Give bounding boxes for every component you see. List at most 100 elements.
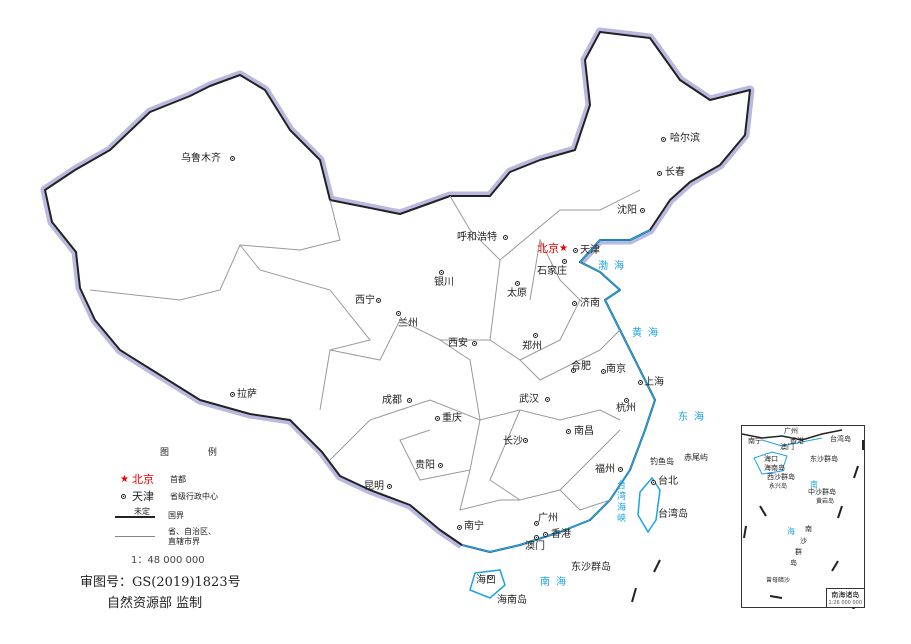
island-label: 东沙群岛 (571, 562, 611, 573)
city-label: 太原 (507, 288, 527, 299)
city-dot-icon (572, 301, 577, 306)
legend-undetermined-label: 未定 (134, 507, 150, 516)
city-dot-icon (438, 463, 443, 468)
city-dot-icon (503, 235, 508, 240)
city-dot-icon (407, 398, 412, 403)
inset-label: 澳门 (780, 443, 794, 451)
inset-label: 曾母暗沙 (766, 577, 791, 584)
city-label: 贵阳 (415, 460, 435, 471)
city-dot-icon (376, 298, 381, 303)
city-label: 武汉 (519, 394, 539, 405)
city-dot-icon (435, 416, 440, 421)
capital-label: 北京 (537, 242, 559, 255)
city-label: 昆明 (364, 481, 384, 492)
city-dot-icon (488, 575, 493, 580)
nine-dash-1 (631, 559, 661, 603)
city-dot-icon (571, 368, 576, 373)
city-dot-icon (638, 380, 643, 385)
city-dot-icon (573, 248, 578, 253)
city-label: 沈阳 (617, 205, 637, 216)
legend-province-border-desc-1: 省、自治区、 (168, 527, 216, 536)
inset-label: 南 (805, 525, 812, 533)
inset-label: 黄岩岛 (816, 498, 835, 505)
city-dot-icon (534, 521, 539, 526)
city-dot-icon (534, 535, 539, 540)
city-dot-icon (566, 429, 571, 434)
city-dot-icon (543, 532, 548, 537)
city-label: 上海 (644, 377, 664, 388)
city-dot-icon (545, 397, 550, 402)
national-border-symbol (115, 516, 155, 518)
legend-capital-example: 北京 (132, 473, 154, 486)
city-label: 兰州 (398, 318, 418, 329)
inset-label: 永兴岛 (769, 483, 788, 490)
city-dot-icon (618, 467, 623, 472)
city-dot-icon (533, 333, 538, 338)
coastline (461, 229, 656, 553)
inset-label: 沙 (800, 537, 807, 545)
province-borders (89, 189, 641, 511)
city-dot-icon (472, 341, 477, 346)
city-label: 石家庄 (537, 266, 567, 277)
inset-label: 香港 (790, 437, 804, 445)
inset-map (742, 429, 864, 609)
city-label: 济南 (580, 298, 600, 309)
legend-title: 图 例 (160, 448, 235, 458)
sea-label: 黄海 (632, 328, 664, 339)
city-label: 乌鲁木齐 (181, 153, 221, 164)
city-label: 天津 (580, 245, 600, 256)
sea-label: 渤海 (598, 261, 630, 272)
island-label: 台湾岛 (658, 509, 688, 520)
inset-title: 南海诸岛 (831, 591, 860, 599)
city-label: 重庆 (442, 413, 462, 424)
city-label: 南昌 (574, 426, 594, 437)
city-label: 杭州 (616, 403, 636, 414)
legend-province-desc: 省级行政中心 (170, 492, 218, 501)
city-dot-icon (457, 525, 462, 530)
city-label: 台北 (658, 476, 678, 487)
city-dot-icon (657, 171, 662, 176)
city-label: 拉萨 (237, 389, 257, 400)
strait-label: 台湾海峡 (615, 480, 625, 524)
city-label: 长沙 (503, 436, 523, 447)
legend-province-example: 天津 (132, 490, 154, 503)
sea-label: 南海 (540, 577, 572, 588)
city-dot-icon (640, 208, 645, 213)
inset-label: 中沙群岛 (808, 488, 836, 496)
inset-label: 南宁 (748, 437, 762, 445)
city-label: 长春 (665, 167, 685, 178)
city-dot-icon (396, 311, 401, 316)
city-dot-icon (515, 281, 520, 286)
city-dot-icon (439, 270, 444, 275)
city-label: 西安 (448, 338, 468, 349)
inset-title-box: 南海诸岛 1:26 000 000 (825, 588, 864, 607)
city-label: 郑州 (522, 341, 542, 352)
inset-label: 西沙群岛 (767, 473, 795, 481)
city-dot-icon (523, 438, 528, 443)
city-dot-icon (651, 480, 656, 485)
hainan-island (469, 569, 506, 599)
province-border-symbol (115, 536, 155, 537)
approval-number: 审图号：GS(2019)1823号 (80, 575, 241, 590)
legend-capital-desc: 首都 (170, 475, 186, 484)
city-label: 南宁 (464, 521, 484, 532)
city-dot-icon (601, 369, 606, 374)
inset-label: 岛 (790, 559, 797, 567)
city-label: 合肥 (571, 361, 591, 372)
city-label: 香港 (551, 529, 571, 540)
inset-sea-label: 南 (810, 480, 824, 489)
sea-label: 东海 (678, 412, 710, 423)
inset-label: 广州 (784, 427, 798, 435)
city-label: 广州 (538, 513, 558, 524)
city-dot-icon (624, 398, 629, 403)
inset-label: 台湾岛 (830, 435, 851, 443)
city-label: 哈尔滨 (670, 133, 700, 144)
city-label: 西宁 (355, 295, 375, 306)
island-label: 赤尾屿 (684, 453, 708, 462)
city-dot-icon (562, 259, 567, 264)
city-label: 海口 (476, 575, 496, 586)
city-dot-icon (661, 137, 666, 142)
taiwan-island (637, 476, 661, 534)
city-label: 银川 (434, 277, 454, 288)
